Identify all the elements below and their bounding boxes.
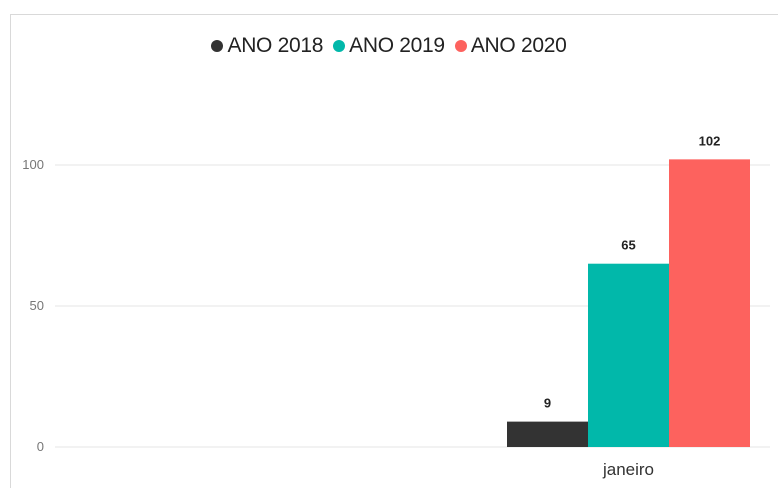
- legend-label: ANO 2020: [470, 34, 567, 57]
- y-tick-label: 100: [22, 157, 44, 172]
- legend-dot-icon: [333, 40, 346, 52]
- y-tick-label: 50: [30, 298, 44, 313]
- y-axis-ticks: 0 50 100: [22, 157, 44, 454]
- x-axis-categories: janeiro: [602, 460, 654, 479]
- data-label: 9: [544, 396, 551, 411]
- legend-item: ANO 2019: [333, 34, 445, 58]
- x-category-label: janeiro: [602, 460, 654, 479]
- chart-frame: [10, 14, 778, 488]
- bar: [669, 159, 750, 448]
- data-label: 65: [621, 238, 635, 253]
- bars: [507, 159, 750, 448]
- y-tick-label: 0: [37, 439, 44, 454]
- chart-legend: ANO 2018 ANO 2019 ANO 2020: [0, 34, 778, 58]
- bar: [507, 421, 588, 447]
- legend-dot-icon: [454, 40, 467, 52]
- legend-label: ANO 2019: [349, 34, 445, 57]
- legend-item: ANO 2018: [211, 34, 323, 58]
- data-labels: 9 65 102: [544, 133, 720, 410]
- legend-item: ANO 2020: [454, 34, 567, 58]
- data-label: 102: [699, 133, 721, 148]
- legend-dot-icon: [211, 40, 224, 52]
- legend-label: ANO 2018: [227, 34, 324, 57]
- bar: [588, 263, 669, 447]
